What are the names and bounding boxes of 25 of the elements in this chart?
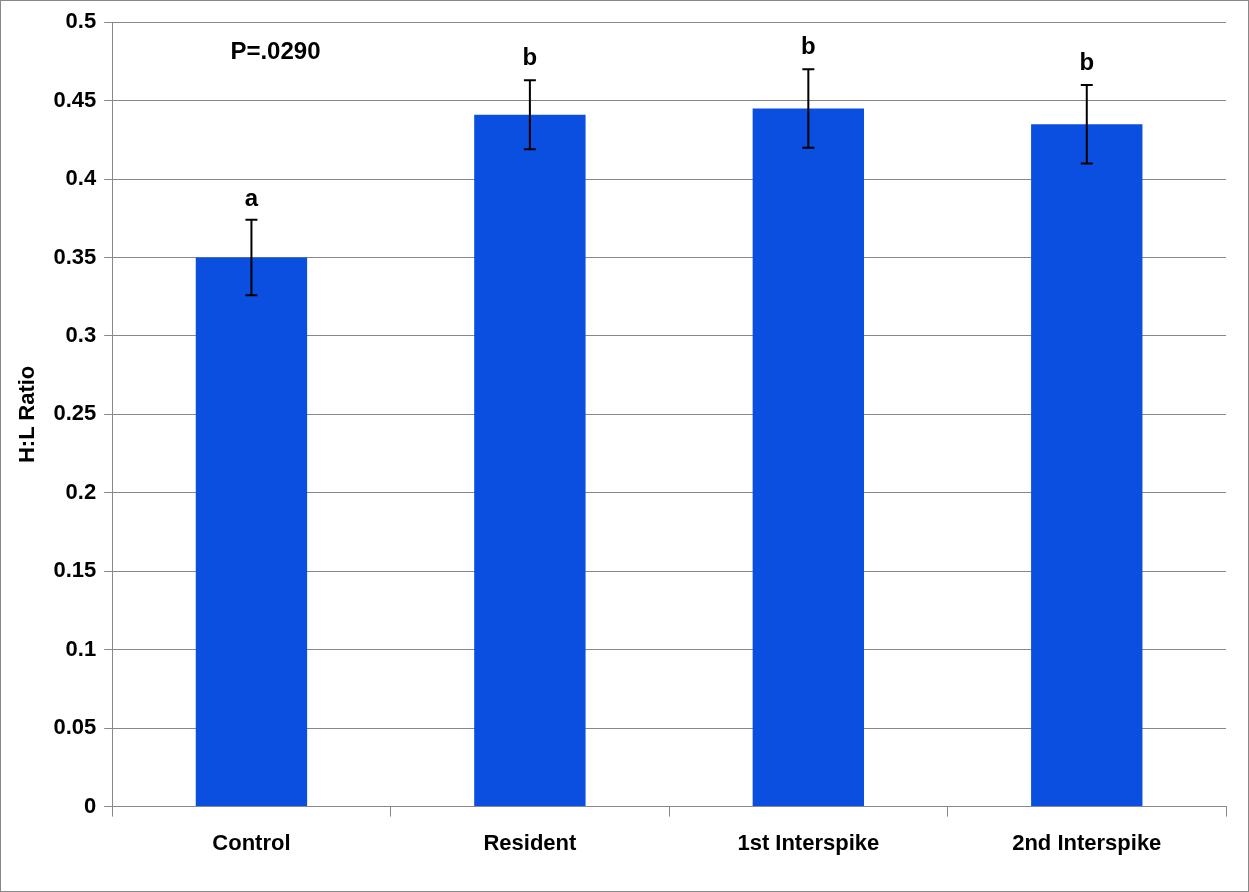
y-tick-label: 0.25 — [53, 400, 97, 426]
y-tick-label: 0.05 — [53, 714, 97, 740]
x-tick-label: Control — [212, 829, 291, 855]
y-tick-label: 0.45 — [53, 86, 97, 112]
y-axis-title: H:L Ratio — [14, 365, 40, 464]
y-tick-label: 0.2 — [65, 478, 97, 504]
annotation: b — [522, 42, 538, 70]
annotation: b — [1079, 47, 1095, 75]
annotation: P=.0290 — [230, 36, 321, 64]
y-tick-label: 0.4 — [65, 165, 97, 191]
x-tick-label: Resident — [483, 829, 578, 855]
y-tick-label: 0.3 — [65, 322, 97, 348]
y-tick-label: 0.15 — [53, 557, 97, 583]
bar — [195, 257, 308, 807]
bar — [474, 114, 586, 807]
y-tick-label: 0.1 — [65, 635, 97, 661]
annotation: b — [801, 31, 816, 59]
y-tick-label: 0.35 — [53, 243, 97, 269]
bar — [1031, 124, 1143, 807]
x-tick-label: 1st Interspike — [737, 829, 880, 855]
bar — [752, 108, 865, 807]
annotation: a — [244, 184, 259, 212]
y-tick-label: 0 — [83, 792, 97, 818]
y-tick-label: 0.5 — [65, 8, 97, 34]
x-tick-label: 2nd Interspike — [1012, 829, 1162, 855]
